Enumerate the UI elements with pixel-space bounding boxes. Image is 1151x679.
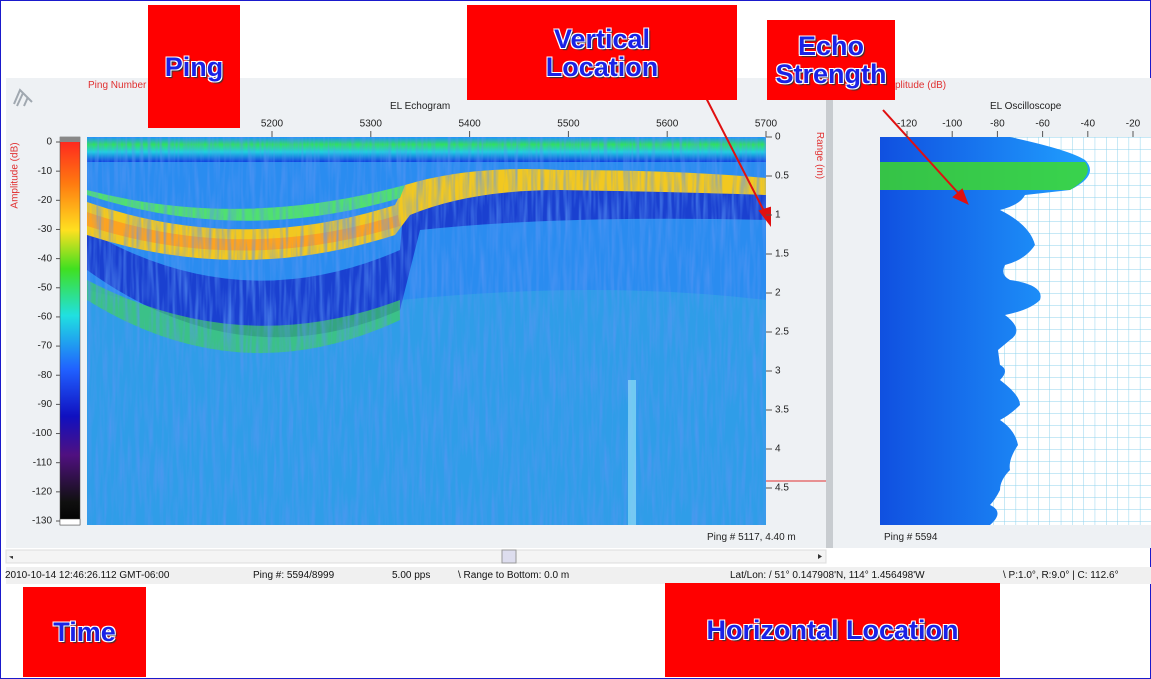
color-tick-label: -110: [33, 457, 53, 468]
color-tick-label: 0: [46, 137, 52, 148]
x-tick-label: 5200: [261, 119, 284, 130]
oscilloscope-peak: [880, 162, 1088, 190]
color-tick-label: -120: [32, 486, 52, 497]
annotation: Time: [53, 617, 116, 647]
color-bar-foot: [59, 518, 81, 526]
echogram-image: [87, 137, 766, 525]
color-tick-label: -40: [38, 253, 53, 264]
scroll-left[interactable]: [9, 556, 13, 559]
logo: [13, 88, 33, 107]
arrows: [701, 89, 969, 227]
color-tick-label: -90: [38, 399, 53, 410]
range-axis-label: Range (m): [814, 131, 826, 180]
range-tick-label: 1: [775, 210, 781, 221]
range-tick-label: 3.5: [775, 405, 789, 416]
osc-tick-label: -80: [990, 119, 1005, 130]
color-tick-label: -20: [38, 195, 53, 206]
color-bar-cap: [60, 137, 80, 142]
x-tick-label: 5700: [755, 119, 778, 130]
x-tick-label: 5600: [656, 119, 679, 130]
annotation-box: Horizontal Location: [665, 583, 1000, 677]
color-tick-label: -100: [32, 428, 52, 439]
range-tick-label: 4: [775, 444, 781, 455]
color-tick-label: -10: [38, 166, 53, 177]
annotation-box: Ping: [148, 5, 240, 128]
annotation: Ping: [164, 51, 224, 82]
range-tick-label: 2.5: [775, 327, 789, 338]
osc-tick-label: -100: [942, 119, 962, 130]
color-tick-label: -80: [38, 370, 53, 381]
status-attitude: \ P:1.0°, R:9.0° | C: 112.6°: [1003, 570, 1119, 581]
scroll-right[interactable]: [818, 554, 822, 559]
annotation-box: Time: [23, 587, 146, 677]
range-tick-label: 0: [775, 132, 781, 143]
range-tick-label: 3: [775, 366, 781, 377]
status-rate: 5.00 pps: [392, 570, 431, 581]
x-tick-label: 5400: [458, 119, 481, 130]
echogram-title: EL Echogram: [390, 101, 451, 112]
range-tick-label: 1.5: [775, 249, 789, 260]
annotation: Echo Strength: [775, 31, 887, 89]
scroll-thumb[interactable]: [501, 549, 517, 564]
scrollbar[interactable]: [5, 549, 827, 564]
color-tick-label: -60: [38, 312, 53, 323]
osc-readout: Ping # 5594: [884, 532, 938, 543]
range-tick-label: 4.5: [775, 483, 789, 494]
color-tick-label: -130: [32, 516, 52, 527]
status-latlon: Lat/Lon: / 51° 0.147908'N, 114° 1.456498…: [730, 570, 925, 581]
range-tick-label: 2: [775, 288, 781, 299]
x-tick-label: 5500: [557, 119, 580, 130]
annotation-box: Vertical Location: [467, 5, 737, 100]
oscilloscope-title: EL Oscilloscope: [990, 101, 1062, 112]
annotation: Vertical Location: [545, 23, 659, 82]
status-time: 2010-10-14 12:46:26.112 GMT-06:00: [5, 570, 170, 581]
x-axis-label: Ping Number: [88, 80, 147, 91]
cursor-readout: Ping # 5117, 4.40 m: [707, 532, 796, 543]
range-tick-label: 0.5: [775, 171, 789, 182]
osc-tick-label: -120: [897, 119, 917, 130]
osc-axis-label: Amplitude (dB): [880, 80, 947, 91]
color-tick-label: -70: [38, 341, 53, 352]
annotation-box: Echo Strength: [767, 20, 895, 100]
color-bar: [59, 136, 81, 526]
color-tick-label: -50: [38, 282, 53, 293]
x-tick-label: 5300: [360, 119, 383, 130]
status-range: \ Range to Bottom: 0.0 m: [458, 570, 570, 581]
status-bar: [6, 567, 1151, 584]
osc-tick-label: -40: [1081, 119, 1096, 130]
annotation: Horizontal Location: [706, 615, 959, 645]
color-axis-label: Amplitude (dB): [9, 142, 21, 209]
splitter[interactable]: [826, 78, 833, 548]
status-ping: Ping #: 5594/8999: [253, 570, 335, 581]
osc-tick-label: -60: [1035, 119, 1050, 130]
color-tick-label: -30: [38, 224, 53, 235]
oscilloscope-trace: [880, 137, 1090, 525]
osc-tick-label: -20: [1126, 119, 1141, 130]
